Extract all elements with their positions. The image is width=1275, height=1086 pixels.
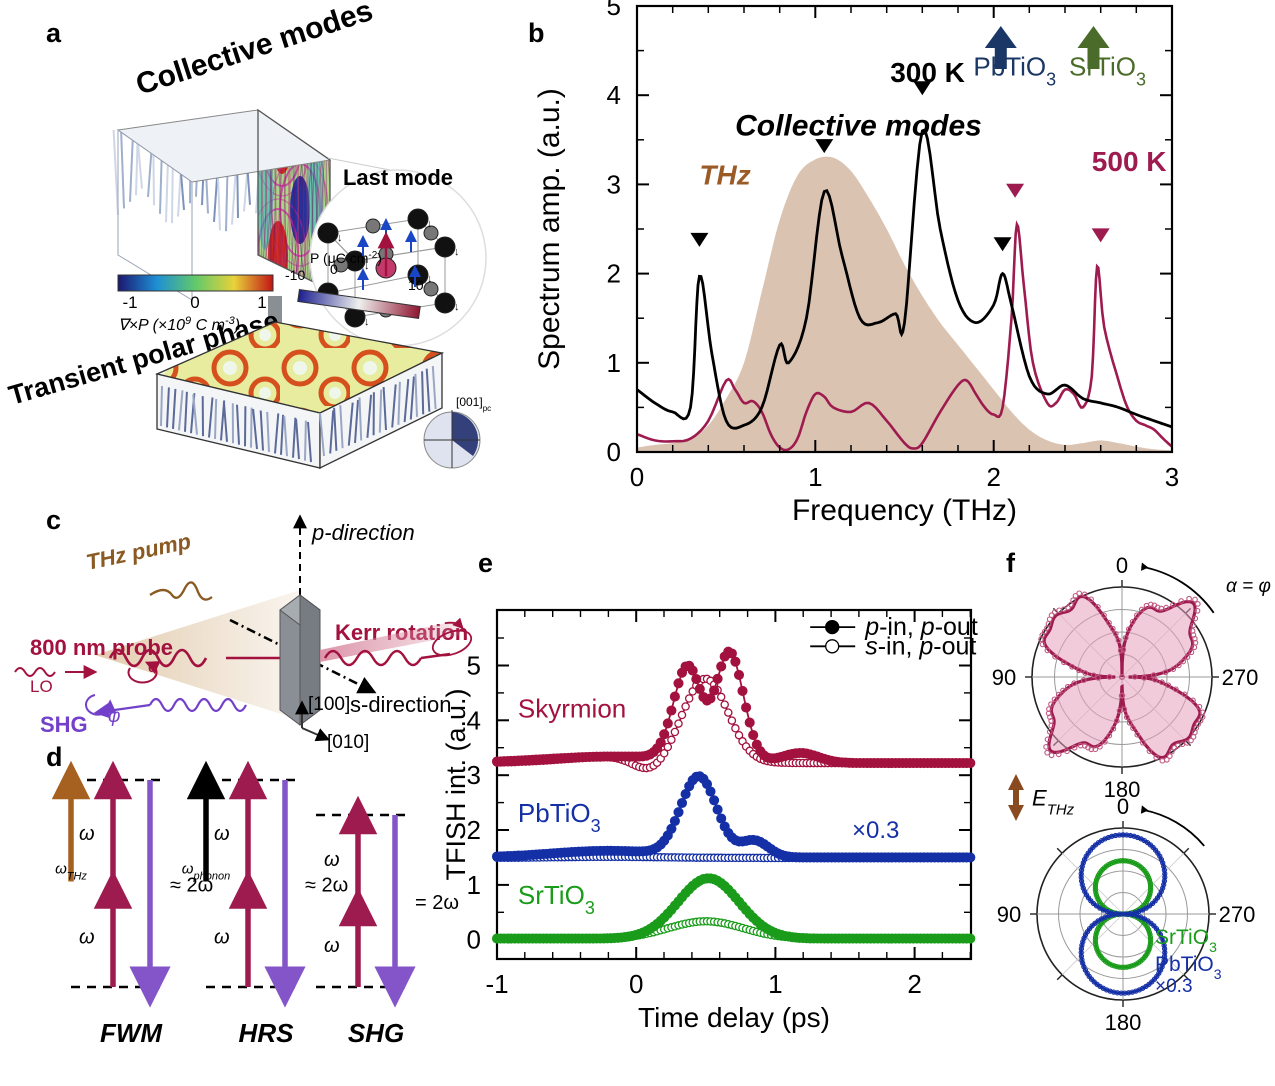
svg-text:0: 0 [630,462,644,492]
svg-text:ω: ω [79,823,95,845]
svg-text:THz pump: THz pump [84,528,193,575]
svg-text:0: 0 [190,293,199,312]
svg-text:SHG: SHG [348,1018,404,1048]
svg-text:0: 0 [467,925,481,955]
svg-text:PbTiO3: PbTiO3 [973,52,1056,90]
svg-text:Collective modes: Collective modes [735,109,982,142]
svg-text:270: 270 [1222,665,1259,690]
svg-text:10: 10 [408,277,424,293]
svg-text:0: 0 [629,969,643,999]
svg-text:2: 2 [607,259,621,289]
svg-text:2: 2 [986,462,1000,492]
svg-text:-1: -1 [485,969,508,999]
svg-text:s-direction: s-direction [350,692,451,717]
svg-text:ω: ω [214,926,230,948]
svg-text:4: 4 [607,80,621,110]
svg-text:3: 3 [607,169,621,199]
svg-text:↓: ↓ [454,301,460,313]
svg-text:↓: ↓ [337,232,343,244]
svg-text:×0.3: ×0.3 [1155,976,1193,997]
svg-text:180: 180 [1105,1010,1142,1035]
svg-text:p-direction: p-direction [311,520,415,545]
svg-text:Last mode: Last mode [343,165,453,190]
svg-text:≈ 2ω: ≈ 2ω [305,875,348,897]
svg-text:PbTiO3: PbTiO3 [518,798,601,836]
svg-text:↓: ↓ [364,316,370,328]
svg-text:TFISH int. (a.u.): TFISH int. (a.u.) [441,688,471,880]
svg-text:SrTiO3: SrTiO3 [1069,52,1146,90]
svg-text:[100]: [100] [308,694,350,715]
svg-text:270: 270 [1219,902,1256,927]
svg-text:φ: φ [108,706,120,727]
svg-text:Frequency (THz): Frequency (THz) [792,494,1017,527]
svg-text:α = φ: α = φ [1226,576,1271,597]
svg-text:FWM: FWM [100,1018,163,1048]
svg-text:-10: -10 [285,267,305,283]
svg-text:Collective modes: Collective modes [132,0,377,102]
svg-text:5: 5 [607,0,621,21]
svg-text:1: 1 [808,462,822,492]
svg-text:1: 1 [768,969,782,999]
svg-text:LO: LO [30,677,53,696]
svg-text:0: 0 [1117,794,1129,819]
svg-text:ω: ω [324,849,340,871]
svg-text:Time delay (ps): Time delay (ps) [638,1002,830,1033]
svg-text:1: 1 [607,348,621,378]
svg-text:↓: ↓ [427,218,433,230]
svg-text:SHG: SHG [40,712,88,737]
svg-text:5: 5 [467,651,481,681]
svg-text:ω: ω [79,926,95,948]
svg-text:s-in, p-out: s-in, p-out [865,632,976,660]
svg-text:500 K: 500 K [1092,146,1167,177]
svg-text:HRS: HRS [239,1018,295,1048]
svg-text:3: 3 [1165,462,1179,492]
svg-text:90: 90 [992,665,1016,690]
svg-text:-1: -1 [122,293,137,312]
svg-text:↓: ↓ [454,246,460,258]
svg-text:↓: ↓ [427,273,433,285]
svg-text:ETHz: ETHz [1032,786,1075,819]
svg-text:2: 2 [907,969,921,999]
svg-text:THz: THz [699,159,750,190]
svg-text:Skyrmion: Skyrmion [518,694,626,724]
svg-text:[001]pc: [001]pc [456,395,491,413]
svg-text:90: 90 [997,902,1021,927]
svg-text:Spectrum amp. (a.u.): Spectrum amp. (a.u.) [533,88,566,370]
svg-text:×0.3: ×0.3 [852,817,899,844]
svg-text:SrTiO3: SrTiO3 [518,880,595,918]
svg-text:0: 0 [1116,553,1128,578]
svg-text:ω: ω [214,823,230,845]
svg-text:0: 0 [607,437,621,467]
svg-text:300 K: 300 K [890,57,965,88]
svg-text:ω: ω [324,935,340,957]
